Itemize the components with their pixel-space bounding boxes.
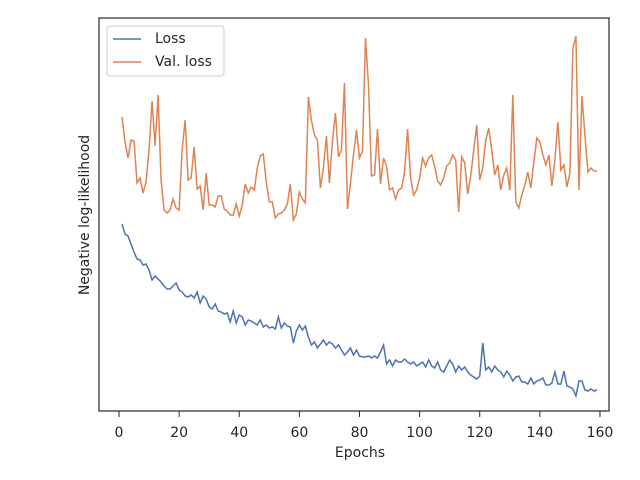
x-tick-label: 40: [230, 425, 248, 441]
y-axis-label: Negative log-likelihood: [77, 135, 93, 295]
x-tick-label: 140: [526, 425, 553, 441]
x-axis-label: Epochs: [335, 445, 385, 461]
line: [121, 35, 597, 223]
x-tick-label: 80: [351, 425, 369, 441]
x-tick-label: 60: [290, 425, 308, 441]
legend-label: Val. loss: [155, 54, 212, 70]
plot-frame: [98, 17, 610, 412]
x-tick-label: 0: [115, 425, 124, 441]
x-tick-label: 160: [587, 425, 614, 441]
x-tick-label: 20: [170, 425, 188, 441]
line: [121, 223, 598, 399]
legend-label: Loss: [155, 31, 186, 47]
x-tick-label: 120: [466, 425, 493, 441]
x-tick-label: 100: [406, 425, 433, 441]
